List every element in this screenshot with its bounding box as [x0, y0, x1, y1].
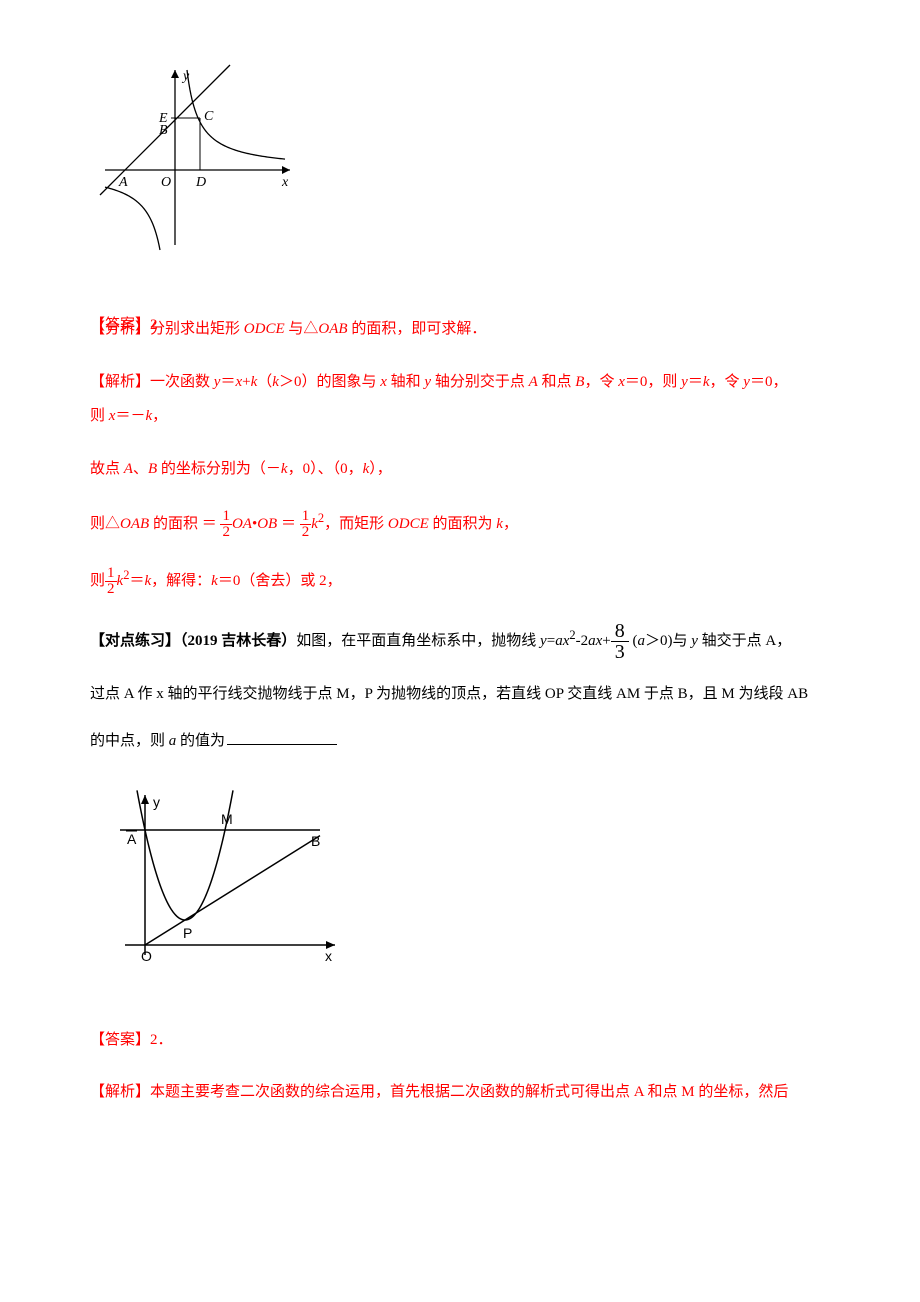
- svg-text:A: A: [118, 175, 128, 190]
- svg-text:B: B: [311, 833, 320, 849]
- analysis-label-dup: 【分析】: [90, 321, 150, 337]
- svg-text:x: x: [325, 948, 332, 964]
- eq-line: 则12k2＝k，解得：k＝0（舍去）或 2，: [90, 564, 840, 597]
- answer-blank: [227, 744, 337, 745]
- svg-text:y: y: [153, 794, 160, 810]
- svg-text:x: x: [281, 175, 289, 190]
- coords-line: 故点 A、B 的坐标分别为（－k，0）、（0，k），: [90, 455, 840, 484]
- answer-2-value: 2．: [150, 1032, 173, 1048]
- practice-line2: 过点 A 作 x 轴的平行线交抛物线于点 M，P 为抛物线的顶点，若直线 OP …: [90, 680, 840, 709]
- practice-tag-label: 【对点练习】: [90, 633, 180, 649]
- svg-text:A: A: [127, 831, 137, 847]
- explain-2-text: 本题主要考查二次函数的综合运用，首先根据二次函数的解析式可得出点 A 和点 M …: [150, 1084, 788, 1100]
- analysis-text: 分别求出矩形 ODCE 与△OAB 的面积，即可求解．: [150, 321, 486, 337]
- svg-text:E: E: [158, 111, 168, 126]
- practice-text-1: 如图，在平面直角坐标系中，抛物线 y=ax2-2ax+83 (a＞0)与 y 轴…: [296, 633, 791, 649]
- svg-text:O: O: [161, 175, 171, 190]
- explain-1-label: 【解析】: [90, 374, 150, 390]
- svg-text:C: C: [204, 109, 214, 124]
- practice-text-3: 过点 A 作 x 轴的平行线交抛物线于点 M，P 为抛物线的顶点，若直线 OP …: [90, 686, 808, 702]
- svg-text:D: D: [195, 175, 206, 190]
- answer-2-label: 【答案】: [90, 1032, 150, 1048]
- explain-1-line2: 则 x＝－k，: [90, 402, 840, 431]
- svg-text:O: O: [141, 948, 152, 964]
- explain-2: 【解析】本题主要考查二次函数的综合运用，首先根据二次函数的解析式可得出点 A 和…: [90, 1078, 840, 1107]
- figure-1: yxOABECD: [90, 60, 840, 271]
- svg-text:P: P: [183, 925, 192, 941]
- practice-source: （2019 吉林长春）: [180, 633, 296, 649]
- svg-text:y: y: [181, 69, 190, 84]
- frac-num: 8: [611, 621, 629, 641]
- practice-problem: 【对点练习】（2019 吉林长春）如图，在平面直角坐标系中，抛物线 y=ax2-…: [90, 621, 840, 662]
- svg-text:M: M: [221, 811, 233, 827]
- area-line: 则△OAB 的面积 ＝ 12OA•OB ＝ 12k2，而矩形 ODCE 的面积为…: [90, 507, 840, 540]
- figure-1-svg: yxOABECD: [90, 60, 290, 260]
- practice-line3: 的中点，则 a 的值为: [90, 727, 840, 756]
- explain-1-text: 一次函数 y＝x+k（k＞0）的图象与 x 轴和 y 轴分别交于点 A 和点 B…: [150, 374, 787, 390]
- explain-2-label: 【解析】: [90, 1084, 150, 1100]
- figure-2-svg: y x O A M B P: [90, 785, 340, 975]
- frac-den: 3: [611, 641, 629, 662]
- practice-tag: 【对点练习】（2019 吉林长春）: [90, 633, 296, 649]
- analysis-1-full: 【分析】分别求出矩形 ODCE 与△OAB 的面积，即可求解．: [90, 315, 840, 344]
- explain-1-line1: 【解析】一次函数 y＝x+k（k＞0）的图象与 x 轴和 y 轴分别交于点 A …: [90, 368, 840, 397]
- figure-2: y x O A M B P: [90, 785, 840, 986]
- answer-2: 【答案】2．: [90, 1026, 840, 1055]
